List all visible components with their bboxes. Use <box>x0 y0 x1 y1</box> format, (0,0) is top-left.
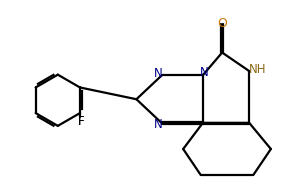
Text: F: F <box>78 115 85 127</box>
Text: F: F <box>78 115 85 127</box>
Text: N: N <box>154 67 163 80</box>
Text: NH: NH <box>249 63 266 76</box>
Text: O: O <box>217 17 227 30</box>
Text: N: N <box>200 66 208 79</box>
Text: N: N <box>154 118 163 131</box>
